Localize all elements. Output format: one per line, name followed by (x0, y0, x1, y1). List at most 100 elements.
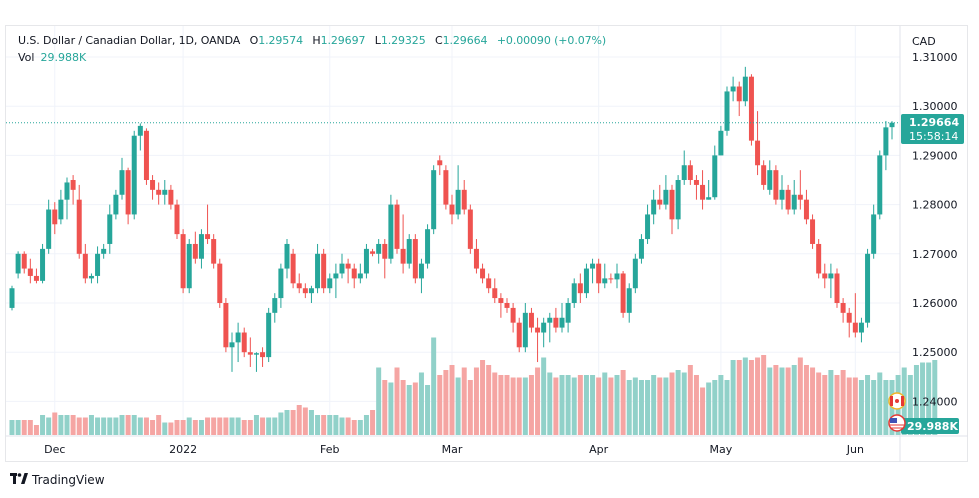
candle-body (718, 130, 724, 156)
candle-body (308, 288, 314, 294)
candle-body (663, 189, 669, 205)
candle (877, 150, 883, 220)
candle (394, 199, 400, 254)
candle (345, 258, 351, 284)
volume-bar (498, 375, 504, 435)
candle (101, 243, 107, 259)
candle-body (198, 234, 204, 259)
candle (370, 248, 376, 257)
volume-bar (767, 367, 773, 435)
volume-bar (528, 375, 534, 435)
candle-body (748, 76, 754, 141)
candle-body (810, 219, 816, 244)
volume-bar (687, 365, 693, 435)
candle (284, 239, 290, 279)
tradingview-logo-icon (10, 473, 28, 487)
candle-body (394, 204, 400, 249)
candle-body (131, 135, 137, 215)
canada-flag-icon (888, 392, 906, 410)
candle (840, 298, 846, 323)
volume-bar (412, 382, 418, 435)
candle-body (504, 303, 510, 308)
tradingview-brand[interactable]: TradingView (10, 473, 105, 487)
candle (400, 214, 406, 274)
candle-body (40, 248, 46, 281)
candle (626, 283, 632, 323)
candle (822, 263, 828, 289)
candle-body (736, 86, 742, 102)
candle (700, 170, 706, 210)
volume-bar (95, 417, 101, 435)
volume-bar (865, 375, 871, 435)
candle (107, 204, 113, 254)
candle (302, 283, 308, 299)
volume-bar (58, 415, 64, 435)
volume-bar (52, 412, 58, 435)
volume-bar (290, 410, 296, 435)
candle (180, 229, 186, 294)
candle (681, 150, 687, 185)
volume-bar (693, 375, 699, 435)
candle (724, 86, 730, 136)
candle-body (700, 184, 706, 200)
y-tick-label: 1.26000 (912, 297, 958, 310)
volume-bar (125, 415, 131, 435)
candle-body (327, 278, 333, 289)
candle-body (877, 155, 883, 215)
candle-body (388, 204, 394, 259)
candle-body (473, 248, 479, 269)
candle (559, 303, 565, 333)
candle-body (357, 273, 363, 279)
candle (168, 184, 174, 210)
candle (810, 214, 816, 249)
volume-bar (308, 410, 314, 435)
volume-bar (858, 380, 864, 435)
candle-body (638, 239, 644, 259)
candle-body (455, 189, 461, 215)
volume-bar (663, 377, 669, 435)
volume-bar (400, 380, 406, 435)
candle-body (852, 322, 858, 333)
volume-bar (370, 410, 376, 435)
volume-bar (241, 420, 247, 435)
volume-bar (669, 372, 675, 435)
candle-body (516, 322, 522, 348)
volume-bar (797, 357, 803, 435)
candle (40, 243, 46, 284)
volume-bar (913, 365, 919, 435)
y-tick-label: 1.31000 (912, 51, 958, 64)
candle-body (559, 317, 565, 328)
candle (418, 258, 424, 294)
candle (828, 263, 834, 299)
candle-body (742, 76, 748, 102)
candle (376, 239, 382, 264)
x-tick-label: Apr (589, 443, 609, 456)
candle (174, 199, 180, 240)
volume-bar (46, 417, 52, 435)
volume-bar (883, 380, 889, 435)
candle (645, 204, 651, 244)
volume-bar (516, 377, 522, 435)
symbol-legend: U.S. Dollar / Canadian Dollar, 1D, OANDA… (18, 34, 606, 47)
candle-body (315, 253, 321, 289)
candle (742, 66, 748, 107)
volume-bar (27, 420, 33, 435)
candle-body (865, 253, 871, 323)
volume-bar (156, 415, 162, 435)
candle-body (412, 239, 418, 279)
candle (192, 231, 198, 264)
candle-body (889, 122, 895, 128)
volume-bar (21, 420, 27, 435)
candle-body (626, 288, 632, 313)
volume-bar (88, 415, 94, 435)
volume-bar (926, 362, 932, 435)
volume-bar (510, 377, 516, 435)
volume-bar (877, 372, 883, 435)
volume-bar (816, 372, 822, 435)
volume-bar (547, 372, 553, 435)
volume-bar (315, 415, 321, 435)
candle-body (180, 234, 186, 289)
candle-body (761, 165, 767, 185)
volume-bar (388, 382, 394, 435)
